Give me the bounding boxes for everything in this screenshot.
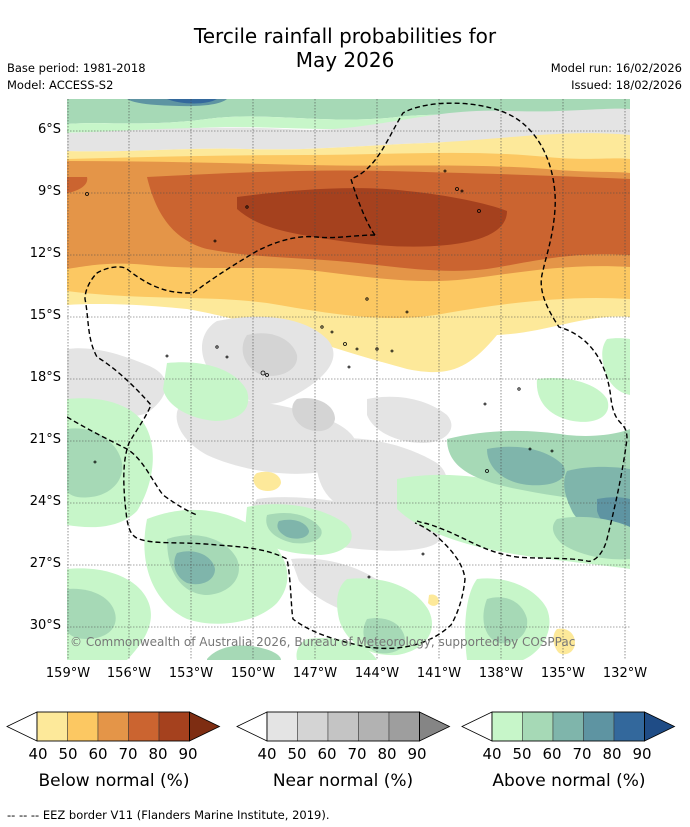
near-tick-90: 90 <box>407 745 427 763</box>
colorbar-above-segment <box>552 711 584 742</box>
lon-label-132w: 132°W <box>602 666 648 681</box>
lon-label-153w: 153°W <box>168 666 214 681</box>
lon-label-138w: 138°W <box>478 666 524 681</box>
lon-label-147w: 147°W <box>292 666 338 681</box>
colorbar-below-over-arrow <box>189 711 221 742</box>
below-tick-60: 60 <box>88 745 108 763</box>
above-tick-80: 80 <box>602 745 622 763</box>
below-tick-80: 80 <box>148 745 168 763</box>
map-title-line2: May 2026 <box>295 48 395 72</box>
lat-label-6s: 6°S <box>37 122 61 137</box>
model-run-text: Model run: 16/02/2026 <box>550 61 682 75</box>
lat-label-18s: 18°S <box>29 370 61 385</box>
colorbar-above-segment <box>613 711 645 742</box>
near-tick-40: 40 <box>257 745 277 763</box>
near-tick-50: 50 <box>287 745 307 763</box>
model-text: Model: ACCESS-S2 <box>7 78 114 92</box>
colorbar-below <box>6 711 221 742</box>
lat-label-27s: 27°S <box>29 556 61 571</box>
colorbar-above-segment <box>583 711 615 742</box>
south-below-normal-patches <box>253 471 575 655</box>
colorbar-below-segment <box>67 711 99 742</box>
above-tick-60: 60 <box>542 745 562 763</box>
probability-map: © Commonwealth of Australia 2026, Bureau… <box>67 99 630 660</box>
colorbar-below-segment <box>158 711 190 742</box>
colorbars <box>6 711 676 742</box>
near-tick-80: 80 <box>377 745 397 763</box>
colorbar-below-frame <box>36 711 190 742</box>
lat-label-24s: 24°S <box>29 494 61 509</box>
footnote-eez: -- -- -- EEZ border V11 (Flanders Marine… <box>7 808 330 822</box>
colorbar-above-under-arrow <box>461 711 493 742</box>
colorbar-near-frame <box>266 711 420 742</box>
base-period-text: Base period: 1981-2018 <box>7 61 146 75</box>
lon-label-141w: 141°W <box>416 666 462 681</box>
meta-left: Base period: 1981-2018 Model: ACCESS-S2 <box>7 60 146 94</box>
below-normal-label: Below normal (%) <box>38 771 190 791</box>
lat-label-15s: 15°S <box>29 308 61 323</box>
near-tick-70: 70 <box>347 745 367 763</box>
above-tick-40: 40 <box>482 745 502 763</box>
issued-text: Issued: 18/02/2026 <box>571 78 682 92</box>
near-normal-label: Near normal (%) <box>272 771 414 791</box>
below-tick-70: 70 <box>118 745 138 763</box>
lat-label-12s: 12°S <box>29 246 61 261</box>
colorbar-near <box>236 711 451 742</box>
colorbar-near-under-arrow <box>236 711 268 742</box>
above-normal-label: Above normal (%) <box>492 771 646 791</box>
lat-label-21s: 21°S <box>29 432 61 447</box>
lon-label-159w: 159°W <box>45 666 91 681</box>
copyright-text: © Commonwealth of Australia 2026, Bureau… <box>70 635 575 649</box>
lat-label-9s: 9°S <box>37 184 61 199</box>
colorbar-below-segment <box>128 711 160 742</box>
colorbar-near-segment <box>327 711 359 742</box>
islands <box>85 169 554 579</box>
lon-label-156w: 156°W <box>106 666 152 681</box>
colorbar-below-under-arrow <box>6 711 38 742</box>
above-tick-50: 50 <box>512 745 532 763</box>
lat-label-30s: 30°S <box>29 618 61 633</box>
colorbar-above-segment <box>491 711 523 742</box>
colorbar-above-segment <box>522 711 554 742</box>
colorbar-near-segment <box>388 711 420 742</box>
lon-label-135w: 135°W <box>540 666 586 681</box>
eez-boundaries <box>67 102 628 650</box>
above-tick-90: 90 <box>632 745 652 763</box>
map-title: Tercile rainfall probabilities for May 2… <box>0 24 690 72</box>
colorbar-above <box>461 711 676 742</box>
near-tick-60: 60 <box>317 745 337 763</box>
lon-label-144w: 144°W <box>354 666 400 681</box>
colorbar-below-segment <box>36 711 68 742</box>
lon-label-150w: 150°W <box>230 666 276 681</box>
map-panel: © Commonwealth of Australia 2026, Bureau… <box>67 99 630 660</box>
colorbar-near-segment <box>358 711 390 742</box>
colorbar-near-segment <box>266 711 298 742</box>
colorbar-below-segment <box>97 711 129 742</box>
colorbar-above-over-arrow <box>644 711 676 742</box>
colorbar-near-over-arrow <box>419 711 451 742</box>
colorbar-near-segment <box>297 711 329 742</box>
below-tick-50: 50 <box>58 745 78 763</box>
map-title-line1: Tercile rainfall probabilities for <box>193 24 497 48</box>
graticule <box>67 99 630 660</box>
meta-right: Model run: 16/02/2026 Issued: 18/02/2026 <box>551 60 682 94</box>
below-tick-90: 90 <box>178 745 198 763</box>
above-tick-70: 70 <box>572 745 592 763</box>
colorbar-above-frame <box>491 711 645 742</box>
below-tick-40: 40 <box>28 745 48 763</box>
